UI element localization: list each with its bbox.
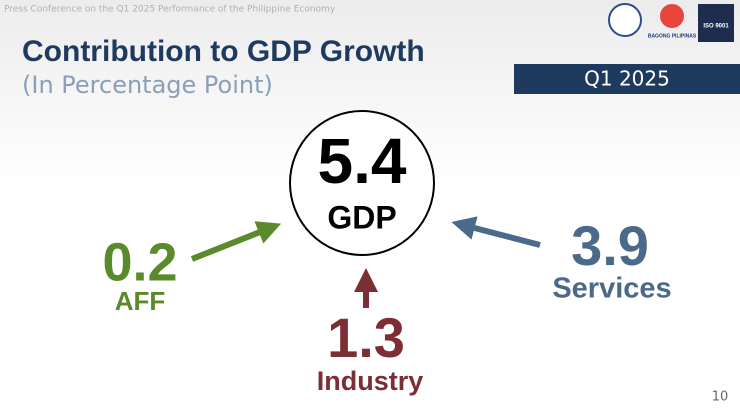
- badge: [514, 64, 740, 94]
- item-value: 0.2: [102, 232, 177, 292]
- page-number: 10: [712, 390, 729, 405]
- gdp-circle: [289, 110, 435, 256]
- logo-iso: [698, 4, 734, 42]
- item-label: AFF: [115, 286, 166, 316]
- item-label: Industry: [317, 366, 424, 396]
- arrow: [190, 221, 282, 262]
- item-label: Services: [552, 273, 671, 305]
- logo-text: BAGONG PILIPINAS: [648, 33, 697, 39]
- title: Contribution to GDP Growth: [22, 35, 425, 68]
- subtitle: (In Percentage Point): [22, 71, 273, 99]
- item-value: 1.3: [327, 306, 405, 369]
- gdp-value: 5.4: [318, 125, 407, 197]
- logo-seal: [608, 3, 642, 37]
- badge-text: Q1 2025: [584, 67, 670, 91]
- gdp-label: GDP: [327, 199, 396, 235]
- logo-flag: [660, 4, 684, 28]
- arrow: [451, 216, 541, 248]
- item-value: 3.9: [571, 214, 649, 277]
- header-text: Press Conference on the Q1 2025 Performa…: [4, 5, 336, 15]
- logo-text: ISO 9001: [703, 24, 729, 30]
